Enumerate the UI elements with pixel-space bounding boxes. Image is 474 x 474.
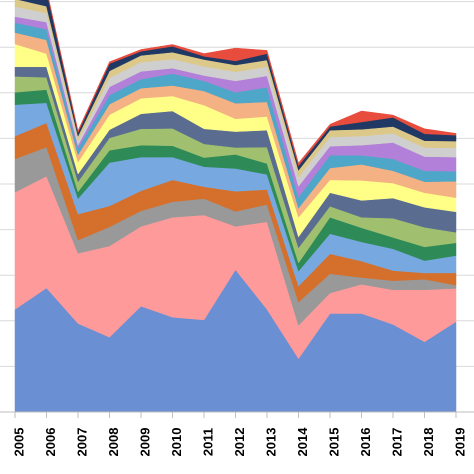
x-tick-label: 2015: [326, 428, 341, 457]
x-tick-label: 2009: [137, 428, 152, 457]
x-tick-label: 2011: [200, 428, 215, 456]
x-tick-label: 2016: [358, 428, 373, 457]
x-tick-label: 2007: [74, 428, 89, 457]
x-tick-label: 2008: [106, 428, 121, 457]
x-tick-label: 2019: [452, 428, 467, 457]
x-tick-label: 2018: [421, 428, 436, 457]
x-tick-label: 2013: [263, 428, 278, 457]
x-tick-label: 2014: [295, 427, 310, 457]
x-tick-label: 2017: [389, 428, 404, 457]
area-series-group: [14, 0, 457, 413]
x-axis-tick-labels: 2005 2006 2007 2008 2009 2010 2011 2012 2013 2014…: [0, 411, 474, 457]
x-tick-label: 2010: [169, 428, 184, 457]
x-tick-label: 2012: [232, 428, 247, 457]
x-tick-label: 2005: [11, 428, 26, 457]
area-series-16: [48, 0, 457, 167]
x-tick-label: 2006: [43, 428, 58, 457]
